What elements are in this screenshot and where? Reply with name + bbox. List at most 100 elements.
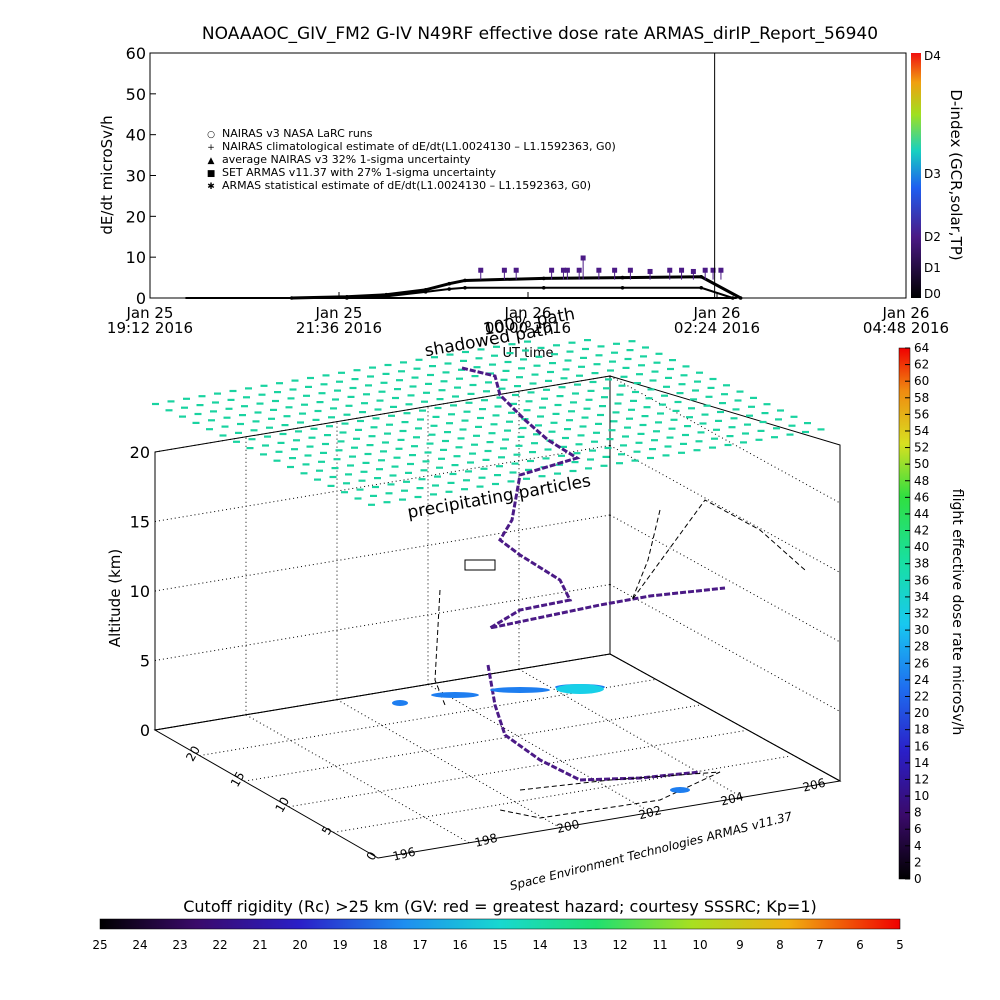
cutoff-tick: 19 — [332, 938, 347, 952]
longitude-tick: 206 — [801, 776, 827, 795]
floor-grid-line — [336, 699, 561, 829]
legend-entry: NAIRAS climatological estimate of dE/dt(… — [222, 140, 616, 153]
nairas-point — [620, 275, 625, 280]
legend: ○ NAIRAS v3 NASA LaRC runs + NAIRAS climato… — [207, 127, 616, 192]
d-index-tick: D1 — [924, 261, 941, 275]
colorbar-tick-label: 54 — [914, 424, 929, 438]
altitude-tick: 5 — [140, 652, 150, 671]
y-tick-label: 30 — [126, 167, 146, 186]
colorbar-tick-label: 40 — [914, 540, 929, 554]
cutoff-tick: 5 — [896, 938, 904, 952]
legend-marker: ▲ — [208, 156, 215, 166]
dose-blob — [670, 787, 690, 793]
cutoff-tick: 24 — [132, 938, 147, 952]
colorbar-tick-label: 62 — [914, 358, 929, 372]
nairas-point — [463, 278, 467, 283]
floor-grid-line — [245, 714, 470, 844]
flight-3d-panel: shadowed path 100% path precipitating pa… — [106, 304, 965, 893]
cutoff-tick: 25 — [92, 938, 107, 952]
colorbar-tick-label: 34 — [914, 590, 929, 604]
altitude-label: Altitude (km) — [106, 549, 124, 647]
colorbar-tick-label: 8 — [914, 806, 922, 820]
colorbar-tick-label: 44 — [914, 507, 929, 521]
cutoff-tick: 9 — [736, 938, 744, 952]
latitude-tick: 10 — [272, 795, 292, 815]
colorbar-tick-label: 2 — [914, 855, 922, 869]
longitude-tick: 196 — [391, 845, 417, 864]
legend-entry: SET ARMAS v11.37 with 27% 1-sigma uncert… — [222, 166, 496, 179]
cutoff-rigidity-label: Cutoff rigidity (Rc) >25 km (GV: red = g… — [183, 897, 817, 916]
altitude-tick: 20 — [130, 443, 150, 462]
colorbar-tick-label: 32 — [914, 607, 929, 621]
cutoff-tick: 21 — [252, 938, 267, 952]
latitude-ticks: 0 5 10 15 20 — [183, 743, 379, 862]
armas-point — [576, 267, 582, 273]
cutoff-tick: 14 — [532, 938, 547, 952]
armas-point — [596, 267, 602, 273]
cutoff-tick: 16 — [452, 938, 467, 952]
dose-blob — [431, 692, 479, 698]
d-index-colorbar — [911, 53, 921, 298]
cutoff-rigidity-panel: Cutoff rigidity (Rc) >25 km (GV: red = g… — [92, 897, 903, 952]
altitude-grid-line — [154, 375, 611, 453]
legend-entry: NAIRAS v3 NASA LaRC runs — [222, 127, 373, 140]
colorbar-tick-label: 18 — [914, 723, 929, 737]
floor-grid-line — [288, 730, 744, 808]
d-index-label: D-index (GCR,solar,TP) — [947, 89, 965, 260]
nairas-point — [289, 296, 294, 300]
colorbar-tick-label: 42 — [914, 524, 929, 538]
x-tick-time: 19:12 2016 — [107, 319, 193, 337]
floor — [153, 653, 842, 859]
d-index-ticks: D0 D1 D2 D3 D4 — [924, 49, 941, 301]
nairas-climatology-line — [291, 275, 742, 300]
cutoff-tick: 6 — [856, 938, 864, 952]
colorbar-tick-label: 14 — [914, 756, 929, 770]
flight-track-lower — [486, 664, 701, 782]
armas-point — [560, 267, 566, 273]
cutoff-tick: 11 — [652, 938, 667, 952]
right-wall — [609, 375, 841, 782]
altitude-tick: 0 — [140, 721, 150, 740]
longitude-tick: 202 — [637, 803, 663, 822]
legend-marker: + — [207, 143, 215, 153]
colorbar-tick-label: 24 — [914, 673, 929, 687]
altitude-grid-line — [154, 584, 611, 661]
y-axis-label: dE/dt microSv/h — [98, 115, 116, 234]
armas-point — [710, 267, 716, 273]
y-tick-label: 20 — [126, 207, 146, 226]
longitude-tick: 198 — [473, 831, 499, 850]
cutoff-tick: 22 — [212, 938, 227, 952]
flight-track — [392, 366, 806, 819]
altitude-grid-line — [609, 584, 841, 712]
nairas-point — [699, 274, 704, 279]
y-axis-ticks: 0 10 20 30 40 50 60 — [126, 44, 156, 308]
colorbar-tick-label: 46 — [914, 490, 929, 504]
armas-stat-point — [463, 285, 467, 290]
flight-track-upper — [461, 366, 726, 630]
armas-stat-point — [541, 285, 546, 290]
colorbar-tick-label: 58 — [914, 391, 929, 405]
dose-blob — [556, 684, 604, 694]
dose-colorbar-label: flight effective dose rate microSv/h — [949, 489, 965, 735]
armas-point — [478, 267, 484, 273]
x-tick-date: Jan 25 — [315, 304, 363, 322]
cutoff-tick: 23 — [172, 938, 187, 952]
latitude-tick: 5 — [319, 824, 335, 838]
airport-marker — [464, 559, 496, 571]
colorbar-tick-label: 64 — [914, 341, 929, 355]
armas-point — [718, 267, 724, 273]
armas-stat-point — [699, 285, 704, 290]
track-shadow — [631, 499, 806, 601]
colorbar-tick-label: 50 — [914, 457, 929, 471]
colorbar-tick-label: 28 — [914, 640, 929, 654]
cutoff-tick: 17 — [412, 938, 427, 952]
legend-marker: ✱ — [207, 182, 215, 192]
chart-title: NOAAAOC_GIV_FM2 G-IV N49RF effective dos… — [202, 24, 878, 44]
colorbar-tick-label: 36 — [914, 573, 929, 587]
cutoff-rigidity-colorbar — [99, 918, 901, 930]
floor-grid-line — [333, 755, 789, 833]
colorbar-tick-label: 38 — [914, 557, 929, 571]
altitude-grid-line — [154, 445, 611, 522]
